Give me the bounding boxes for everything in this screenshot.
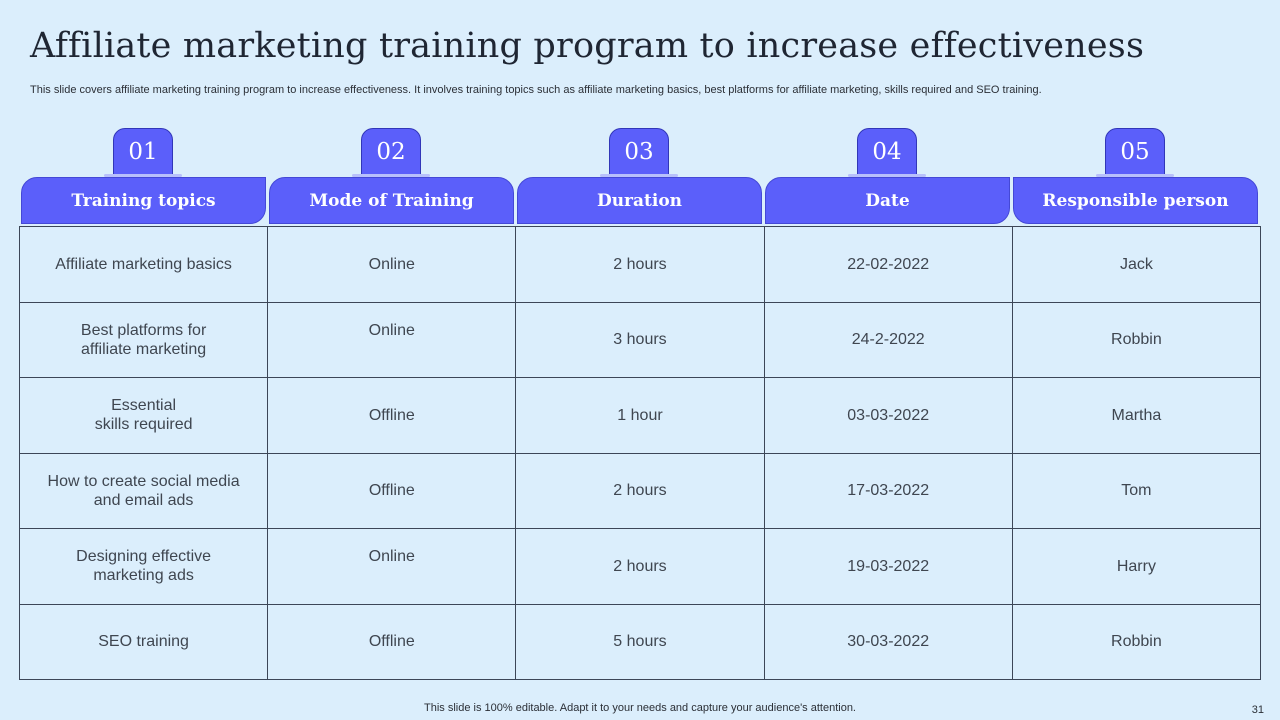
training-table: Affiliate marketing basics Online 2 hour… <box>19 226 1261 680</box>
cell-training-topic: Essential skills required <box>20 378 269 454</box>
cell-responsible-person: Jack <box>1012 227 1261 303</box>
cell-date: 22-02-2022 <box>764 227 1013 303</box>
cell-duration: 2 hours <box>516 529 765 605</box>
column-header-date: Date <box>765 177 1010 224</box>
cell-date: 19-03-2022 <box>764 529 1013 605</box>
cell-responsible-person: Robbin <box>1012 604 1261 680</box>
cell-training-topic: Affiliate marketing basics <box>20 227 269 303</box>
tab-divider <box>104 174 182 177</box>
column-number-tab: 01 <box>113 128 173 176</box>
cell-mode: Online <box>268 529 517 605</box>
cell-responsible-person: Martha <box>1012 378 1261 454</box>
page-number: 31 <box>1251 704 1264 716</box>
column-number-tab: 05 <box>1105 128 1165 176</box>
cell-responsible-person: Tom <box>1012 453 1261 529</box>
header-column: 05 Responsible person <box>1012 128 1260 226</box>
cell-responsible-person: Robbin <box>1012 302 1261 378</box>
column-number-tab: 03 <box>609 128 669 176</box>
header-column: 04 Date <box>764 128 1012 226</box>
cell-mode: Online <box>268 227 517 303</box>
cell-training-topic: Best platforms for affiliate marketing <box>20 302 269 378</box>
header-column: 03 Duration <box>516 128 764 226</box>
cell-mode: Online <box>268 302 517 378</box>
column-header-training-topics: Training topics <box>21 177 266 224</box>
slide-title: Affiliate marketing training program to … <box>30 26 1145 66</box>
column-number-tab: 02 <box>361 128 421 176</box>
tab-divider <box>600 174 678 177</box>
column-number-tab: 04 <box>857 128 917 176</box>
tab-divider <box>1096 174 1174 177</box>
tab-divider <box>848 174 926 177</box>
cell-training-topic: Designing effective marketing ads <box>20 529 269 605</box>
cell-date: 30-03-2022 <box>764 604 1013 680</box>
cell-responsible-person: Harry <box>1012 529 1261 605</box>
header-column: 01 Training topics <box>20 128 268 226</box>
column-header-duration: Duration <box>517 177 762 224</box>
tab-divider <box>352 174 430 177</box>
cell-duration: 2 hours <box>516 453 765 529</box>
cell-duration: 2 hours <box>516 227 765 303</box>
cell-training-topic: SEO training <box>20 604 269 680</box>
cell-duration: 3 hours <box>516 302 765 378</box>
cell-duration: 1 hour <box>516 378 765 454</box>
header-column: 02 Mode of Training <box>268 128 516 226</box>
column-header-responsible-person: Responsible person <box>1013 177 1258 224</box>
cell-date: 24-2-2022 <box>764 302 1013 378</box>
table-header: 01 Training topics 02 Mode of Training 0… <box>20 128 1260 226</box>
cell-mode: Offline <box>268 604 517 680</box>
column-header-mode-of-training: Mode of Training <box>269 177 514 224</box>
cell-training-topic: How to create social media and email ads <box>20 453 269 529</box>
cell-date: 03-03-2022 <box>764 378 1013 454</box>
cell-mode: Offline <box>268 453 517 529</box>
cell-date: 17-03-2022 <box>764 453 1013 529</box>
slide-subtitle: This slide covers affiliate marketing tr… <box>30 84 1042 96</box>
cell-mode: Offline <box>268 378 517 454</box>
footer-note: This slide is 100% editable. Adapt it to… <box>424 702 856 714</box>
cell-duration: 5 hours <box>516 604 765 680</box>
